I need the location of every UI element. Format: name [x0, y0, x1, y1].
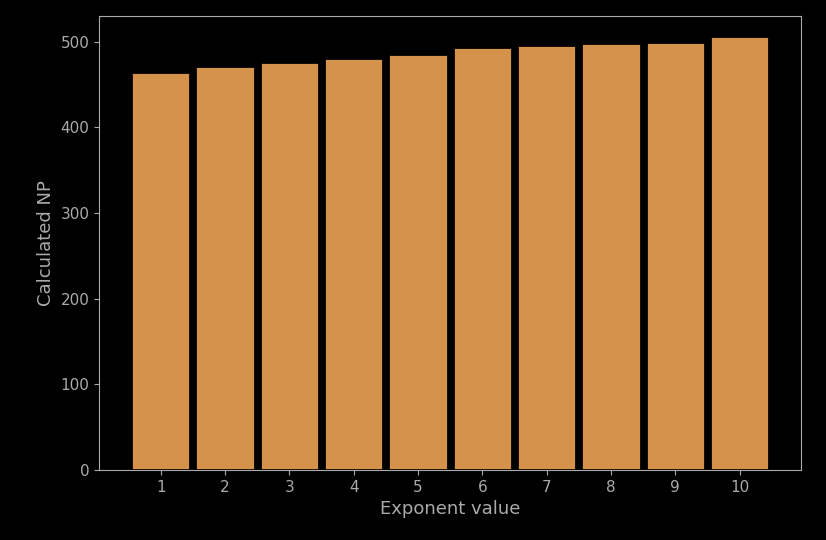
X-axis label: Exponent value: Exponent value	[380, 500, 520, 518]
Bar	[582, 43, 641, 470]
Bar	[324, 58, 383, 470]
Bar	[517, 45, 577, 470]
Bar	[646, 42, 705, 470]
Bar	[453, 47, 512, 470]
Bar	[259, 62, 319, 470]
Bar	[196, 66, 254, 470]
Bar	[710, 36, 769, 470]
Y-axis label: Calculated NP: Calculated NP	[37, 180, 55, 306]
Bar	[388, 54, 448, 470]
Bar	[131, 72, 190, 470]
